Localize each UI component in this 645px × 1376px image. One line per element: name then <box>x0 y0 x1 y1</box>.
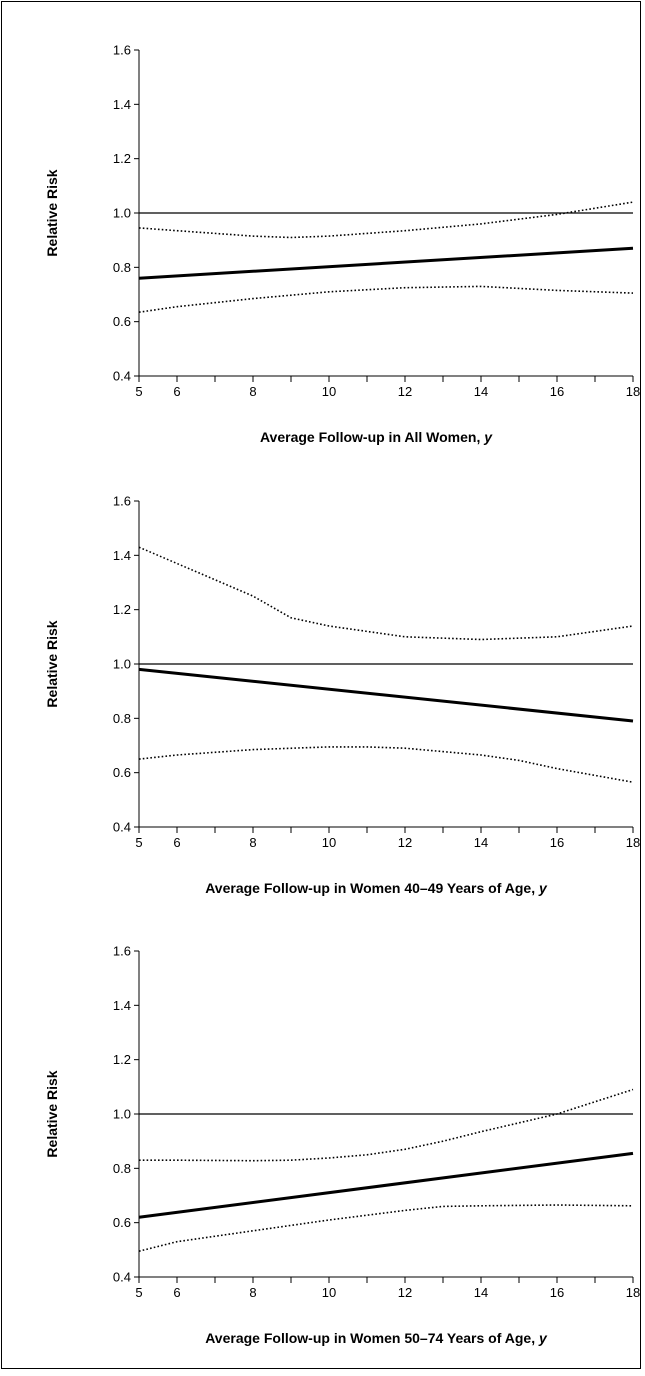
x-tick-label: 10 <box>322 835 336 850</box>
x-tick-label: 6 <box>173 1285 180 1300</box>
y-tick-label: 0.6 <box>113 765 131 780</box>
x-tick-label: 5 <box>135 1285 142 1300</box>
x-tick-label: 10 <box>322 384 336 399</box>
x-tick-label: 8 <box>249 835 256 850</box>
x-axis-title-text: Average Follow-up in Women 40–49 Years o… <box>205 880 539 896</box>
y-tick-label: 0.4 <box>113 1270 131 1285</box>
x-tick-label: 6 <box>173 835 180 850</box>
confidence-bound-line <box>138 201 634 239</box>
y-tick-label: 0.4 <box>113 820 131 835</box>
x-tick-label: 18 <box>626 1285 640 1300</box>
y-axis-title: Relative Risk <box>44 169 60 256</box>
x-tick-label: 14 <box>474 835 488 850</box>
confidence-bound-line <box>138 1204 634 1252</box>
y-tick-label: 1.4 <box>113 998 131 1013</box>
y-tick-label: 1.6 <box>113 43 131 58</box>
x-axis-title: Average Follow-up in All Women, y <box>260 429 493 445</box>
y-tick-label: 1.2 <box>113 151 131 166</box>
y-tick-label: 1.0 <box>113 657 131 672</box>
x-tick-label: 14 <box>474 1285 488 1300</box>
y-tick-label: 1.6 <box>113 494 131 509</box>
x-tick-label: 8 <box>249 1285 256 1300</box>
y-tick-label: 1.4 <box>113 97 131 112</box>
x-tick-label: 5 <box>135 384 142 399</box>
y-tick-label: 0.8 <box>113 711 131 726</box>
y-tick-label: 0.6 <box>113 1215 131 1230</box>
x-tick-label: 18 <box>626 835 640 850</box>
x-tick-label: 8 <box>249 384 256 399</box>
y-axis-title: Relative Risk <box>44 620 60 707</box>
y-tick-label: 1.0 <box>113 206 131 221</box>
estimate-line <box>138 1151 634 1219</box>
y-tick-label: 1.4 <box>113 548 131 563</box>
x-tick-label: 16 <box>550 384 564 399</box>
x-axis-title-unit: y <box>538 1330 548 1346</box>
x-axis-title: Average Follow-up in Women 40–49 Years o… <box>205 880 548 896</box>
chart-panel-1: 0.4 0.6 0.8 1.0 1.2 1.4 1.6 5 6 8 10 12 14 16 18 Relati… <box>44 43 640 446</box>
x-tick-label: 18 <box>626 384 640 399</box>
x-tick-label: 12 <box>398 1285 412 1300</box>
confidence-bound-line <box>138 746 634 783</box>
chart-panel-2: 0.4 0.6 0.8 1.0 1.2 1.4 1.6 5 6 8 10 12 14 16 18 Relati… <box>44 494 640 897</box>
y-tick-label: 0.6 <box>113 314 131 329</box>
x-axis-title-unit: y <box>483 429 493 445</box>
y-tick-label: 0.4 <box>113 369 131 384</box>
confidence-bound-line <box>139 1088 634 1162</box>
y-tick-label: 1.2 <box>113 602 131 617</box>
x-axis-title: Average Follow-up in Women 50–74 Years o… <box>205 1330 548 1346</box>
x-tick-label: 16 <box>550 835 564 850</box>
x-tick-label: 6 <box>173 384 180 399</box>
x-axis-title-text: Average Follow-up in Women 50–74 Years o… <box>205 1330 539 1346</box>
y-tick-label: 0.8 <box>113 1161 131 1176</box>
confidence-bound-line <box>138 546 634 641</box>
estimate-line <box>138 246 634 280</box>
x-tick-label: 10 <box>322 1285 336 1300</box>
x-tick-label: 12 <box>398 384 412 399</box>
y-tick-label: 1.0 <box>113 1107 131 1122</box>
x-tick-label: 14 <box>474 384 488 399</box>
chart-panel-3: 0.4 0.6 0.8 1.0 1.2 1.4 1.6 5 6 8 10 12 14 16 18 Relati… <box>44 944 640 1347</box>
x-tick-label: 5 <box>135 835 142 850</box>
x-tick-label: 16 <box>550 1285 564 1300</box>
x-tick-label: 12 <box>398 835 412 850</box>
y-tick-label: 1.2 <box>113 1052 131 1067</box>
x-axis-title-unit: y <box>538 880 548 896</box>
y-tick-label: 0.8 <box>113 260 131 275</box>
x-axis-title-text: Average Follow-up in All Women, <box>260 429 484 445</box>
y-tick-label: 1.6 <box>113 944 131 959</box>
confidence-bound-line <box>138 285 634 313</box>
estimate-line <box>138 667 634 723</box>
y-axis-title: Relative Risk <box>44 1070 60 1157</box>
